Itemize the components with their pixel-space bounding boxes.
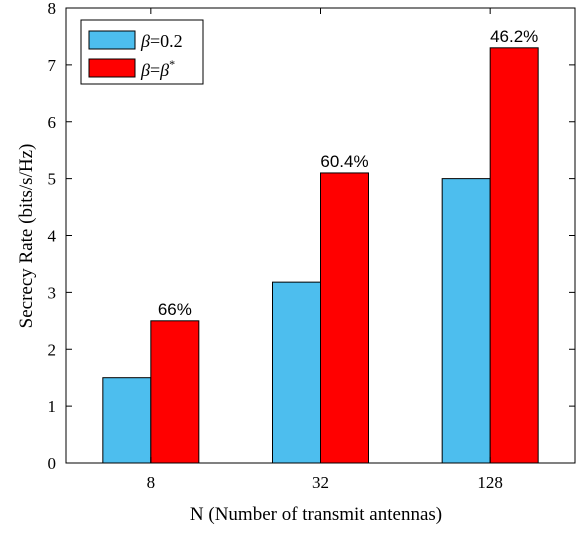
y-tick-label-5: 5 — [48, 170, 57, 189]
axes-layer — [65, 7, 576, 464]
bar-beta-0-2-128 — [441, 178, 491, 464]
y-tick-label-7: 7 — [48, 56, 57, 75]
x-axis-title: N (Number of transmit antennas) — [190, 504, 442, 525]
y-tick-label-6: 6 — [48, 113, 57, 132]
data-labels-layer: 66% 60.4% 46.2% — [158, 27, 538, 319]
data-label-128: 46.2% — [490, 27, 538, 46]
x-tick-label-128: 128 — [477, 473, 503, 492]
data-label-8: 66% — [158, 300, 192, 319]
y-axis-title: Secrecy Rate (bits/s/Hz) — [16, 144, 37, 329]
tick-labels-layer: 8 32 128 0 1 2 3 4 5 6 7 8 — [48, 0, 503, 492]
legend-label-beta-0-2: β=0.2 — [140, 31, 183, 51]
y-tick-label-0: 0 — [48, 454, 57, 473]
x-tick-label-32: 32 — [312, 473, 329, 492]
legend-swatch-beta-0-2 — [88, 30, 136, 50]
legend: β=0.2 β=β* — [80, 19, 204, 85]
y-tick-label-1: 1 — [48, 397, 57, 416]
bar-beta-0-2-8 — [102, 377, 152, 464]
bar-beta-star-128 — [489, 47, 539, 464]
plot-frame — [65, 7, 576, 464]
legend-label-beta-star: β=β* — [140, 57, 175, 80]
x-tick-label-8: 8 — [147, 473, 156, 492]
y-tick-label-4: 4 — [48, 227, 57, 246]
y-tick-label-3: 3 — [48, 283, 57, 302]
bar-beta-0-2-32 — [272, 281, 321, 464]
y-tick-label-8: 8 — [48, 0, 57, 18]
y-tick-label-2: 2 — [48, 340, 57, 359]
bars-layer — [102, 47, 539, 464]
legend-swatch-beta-star — [88, 58, 136, 78]
data-label-32: 60.4% — [320, 152, 368, 171]
bar-beta-star-32 — [320, 172, 369, 464]
bar-beta-star-8 — [150, 320, 200, 464]
